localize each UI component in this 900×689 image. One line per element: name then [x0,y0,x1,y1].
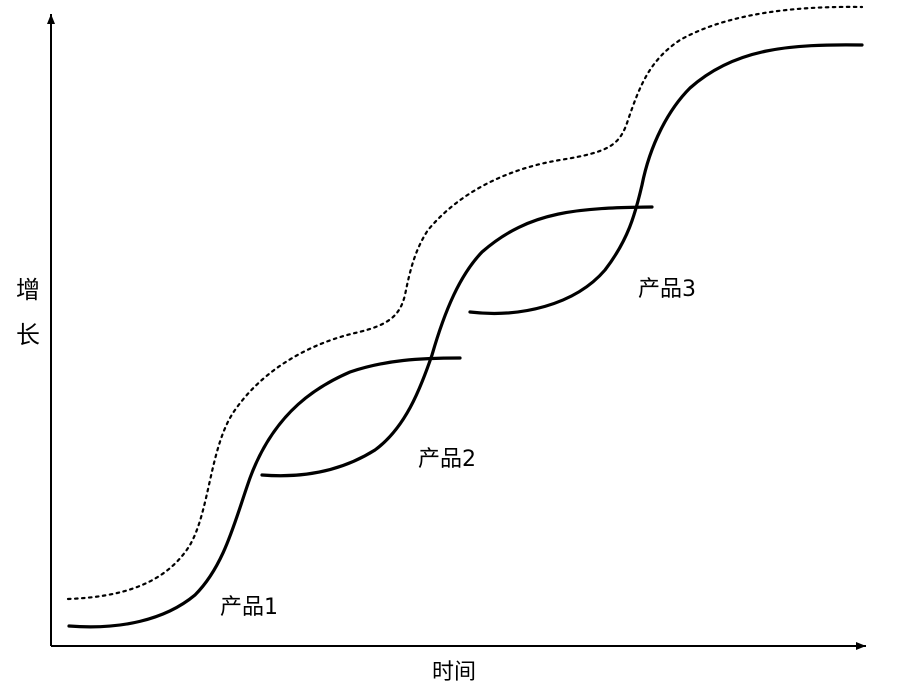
curve-product-2 [260,205,654,478]
label-product-1: 产品1 [220,595,278,620]
y-axis-label-char-1: 增 [16,276,40,304]
curve-product-1 [67,356,462,629]
y-axis-label: 增 长 [16,276,40,349]
label-product-2: 产品2 [418,447,476,472]
envelope-dotted-curve [66,5,864,601]
x-axis-label: 时间 [432,660,476,685]
y-axis-label-char-2: 长 [16,321,40,349]
curve-product-3 [468,43,864,316]
label-product-3: 产品3 [638,277,696,302]
